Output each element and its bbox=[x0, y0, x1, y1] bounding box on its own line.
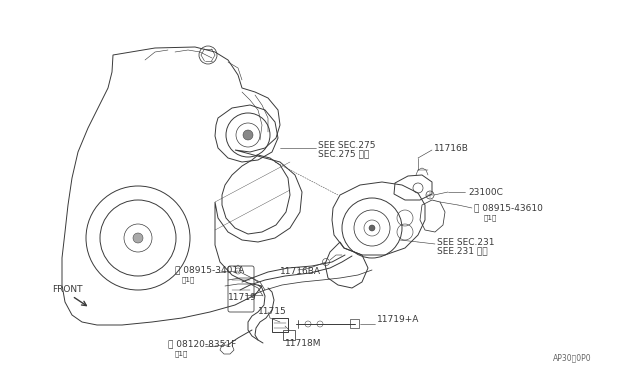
Text: （1）: （1） bbox=[182, 277, 195, 283]
Text: 11719+A: 11719+A bbox=[377, 315, 419, 324]
Text: Ⓑ 08120-8351F: Ⓑ 08120-8351F bbox=[168, 340, 236, 349]
Text: SEC.275 参照: SEC.275 参照 bbox=[318, 150, 369, 158]
Text: （1）: （1） bbox=[175, 351, 188, 357]
Text: Ⓜ 08915-43610: Ⓜ 08915-43610 bbox=[474, 203, 543, 212]
Text: （1）: （1） bbox=[484, 215, 497, 221]
Text: 11718M: 11718M bbox=[285, 339, 321, 347]
Text: FRONT: FRONT bbox=[52, 285, 83, 295]
Text: 11719: 11719 bbox=[228, 292, 257, 301]
Text: SEE SEC.231: SEE SEC.231 bbox=[437, 237, 495, 247]
Text: 23100C: 23100C bbox=[468, 187, 503, 196]
Circle shape bbox=[369, 225, 375, 231]
Text: 11716BA: 11716BA bbox=[280, 267, 321, 276]
Text: 11716B: 11716B bbox=[434, 144, 469, 153]
Text: SEE.231 参照: SEE.231 参照 bbox=[437, 247, 488, 256]
Text: 11715: 11715 bbox=[258, 308, 287, 317]
Text: AP30：0P0: AP30：0P0 bbox=[554, 353, 592, 362]
Circle shape bbox=[133, 233, 143, 243]
Circle shape bbox=[243, 130, 253, 140]
Text: SEE SEC.275: SEE SEC.275 bbox=[318, 141, 376, 150]
Text: Ⓜ 08915-3401A: Ⓜ 08915-3401A bbox=[175, 266, 244, 275]
